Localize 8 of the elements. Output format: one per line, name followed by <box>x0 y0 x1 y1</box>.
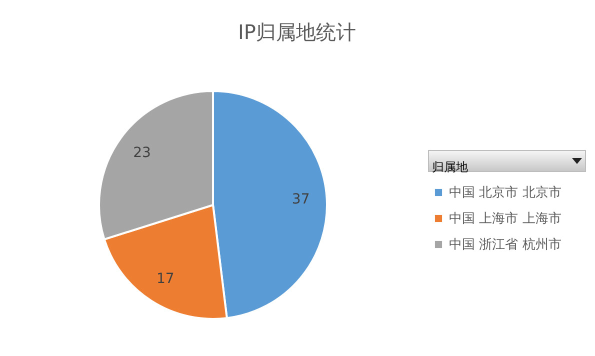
legend-title: 归属地 <box>432 160 468 174</box>
data-label: 23 <box>133 144 151 161</box>
legend-label: 中国 浙江省 杭州市 <box>449 238 562 252</box>
data-label: 17 <box>156 271 174 288</box>
chart-title: IP归属地统计 <box>238 20 356 44</box>
legend-label: 中国 北京市 北京市 <box>449 186 562 200</box>
data-label: 37 <box>292 192 310 208</box>
legend-label: 中国 上海市 上海市 <box>449 212 562 226</box>
